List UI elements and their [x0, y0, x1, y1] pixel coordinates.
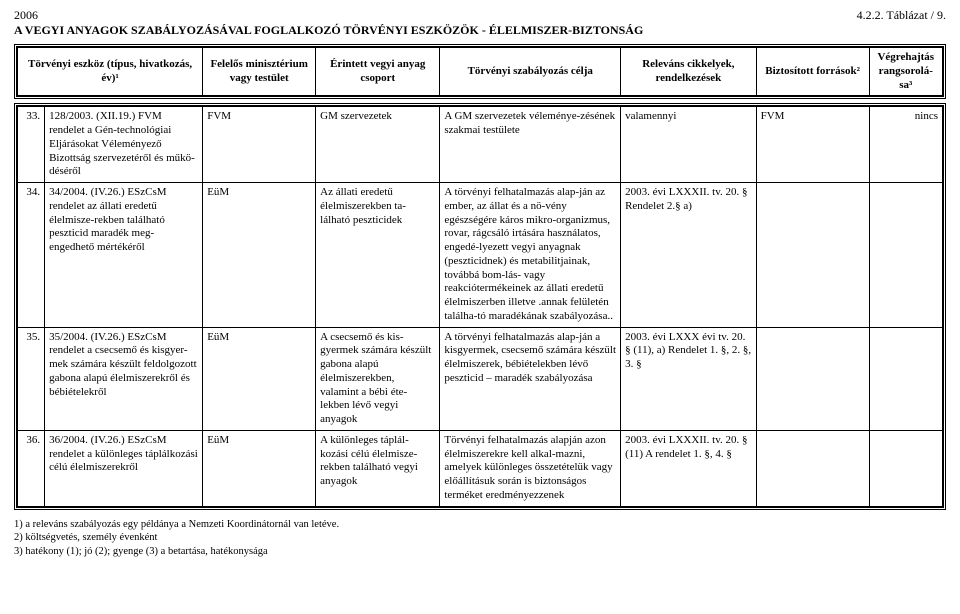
- col-min-header: Felelős minisztérium vagy testület: [203, 48, 316, 96]
- row-src: [756, 430, 869, 506]
- col-ref-header: Törvényi eszköz (típus, hivatkozás, év)¹: [18, 48, 203, 96]
- row-grp: Az állati eredetű élelmiszerekben ta-lál…: [316, 183, 440, 328]
- table-header-row: Törvényi eszköz (típus, hivatkozás, év)¹…: [18, 48, 943, 96]
- row-num: 33.: [18, 107, 45, 183]
- col-art-header: Releváns cikkelyek, rendelkezések: [621, 48, 757, 96]
- row-ref: 36/2004. (IV.26.) ESzCsM rendelet a külö…: [45, 430, 203, 506]
- body-table: 33. 128/2003. (XII.19.) FVM rendelet a G…: [17, 106, 943, 506]
- row-min: EüM: [203, 183, 316, 328]
- table-row: 33. 128/2003. (XII.19.) FVM rendelet a G…: [18, 107, 943, 183]
- row-rnk: nincs: [869, 107, 942, 183]
- year: 2006: [14, 8, 643, 23]
- title-block: 2006 A VEGYI ANYAGOK SZABÁLYOZÁSÁVAL FOG…: [14, 8, 643, 38]
- page-header: 2006 A VEGYI ANYAGOK SZABÁLYOZÁSÁVAL FOG…: [14, 8, 946, 38]
- row-art: 2003. évi LXXXII. tv. 20. § Rendelet 2.§…: [621, 183, 757, 328]
- row-num: 35.: [18, 327, 45, 430]
- col-aim-header: Törvényi szabályozás célja: [440, 48, 621, 96]
- table-row: 34. 34/2004. (IV.26.) ESzCsM rendelet az…: [18, 183, 943, 328]
- row-min: FVM: [203, 107, 316, 183]
- col-src-header: Biztosított források²: [756, 48, 869, 96]
- table-row: 35. 35/2004. (IV.26.) ESzCsM rendelet a …: [18, 327, 943, 430]
- table-reference: 4.2.2. Táblázat / 9.: [857, 8, 946, 38]
- table-row: 36. 36/2004. (IV.26.) ESzCsM rendelet a …: [18, 430, 943, 506]
- header-table-wrapper: Törvényi eszköz (típus, hivatkozás, év)¹…: [14, 44, 946, 99]
- row-art: 2003. évi LXXX évi tv. 20. § (11), a) Re…: [621, 327, 757, 430]
- row-ref: 35/2004. (IV.26.) ESzCsM rendelet a csec…: [45, 327, 203, 430]
- row-rnk: [869, 327, 942, 430]
- row-src: FVM: [756, 107, 869, 183]
- page-title: A VEGYI ANYAGOK SZABÁLYOZÁSÁVAL FOGLALKO…: [14, 23, 643, 38]
- row-ref: 128/2003. (XII.19.) FVM rendelet a Gén-t…: [45, 107, 203, 183]
- body-table-wrapper: 33. 128/2003. (XII.19.) FVM rendelet a G…: [14, 103, 946, 509]
- col-rnk-header: Végrehajtás rangsorolá-sa³: [869, 48, 942, 96]
- footnote-1: 1) a releváns szabályozás egy példánya a…: [14, 518, 946, 532]
- footnotes: 1) a releváns szabályozás egy példánya a…: [14, 518, 946, 559]
- row-num: 34.: [18, 183, 45, 328]
- row-art: valamennyi: [621, 107, 757, 183]
- row-src: [756, 183, 869, 328]
- footnote-3: 3) hatékony (1); jó (2); gyenge (3) a be…: [14, 545, 946, 559]
- col-grp-header: Érintett vegyi anyag csoport: [316, 48, 440, 96]
- header-table: Törvényi eszköz (típus, hivatkozás, év)¹…: [17, 47, 943, 96]
- row-grp: A csecsemő és kis-gyermek számára készül…: [316, 327, 440, 430]
- row-src: [756, 327, 869, 430]
- footnote-2: 2) költségvetés, személy évenként: [14, 531, 946, 545]
- row-grp: A különleges táplál-kozási célú élelmisz…: [316, 430, 440, 506]
- row-aim: A törvényi felhatalmazás alap-ján a kisg…: [440, 327, 621, 430]
- row-aim: Törvényi felhatalmazás alapján azon élel…: [440, 430, 621, 506]
- row-num: 36.: [18, 430, 45, 506]
- row-min: EüM: [203, 327, 316, 430]
- row-art: 2003. évi LXXXII. tv. 20. § (11) A rende…: [621, 430, 757, 506]
- row-ref: 34/2004. (IV.26.) ESzCsM rendelet az áll…: [45, 183, 203, 328]
- row-aim: A GM szervezetek véleménye-zésének szakm…: [440, 107, 621, 183]
- row-rnk: [869, 430, 942, 506]
- row-rnk: [869, 183, 942, 328]
- row-grp: GM szervezetek: [316, 107, 440, 183]
- row-aim: A törvényi felhatalmazás alap-ján az emb…: [440, 183, 621, 328]
- row-min: EüM: [203, 430, 316, 506]
